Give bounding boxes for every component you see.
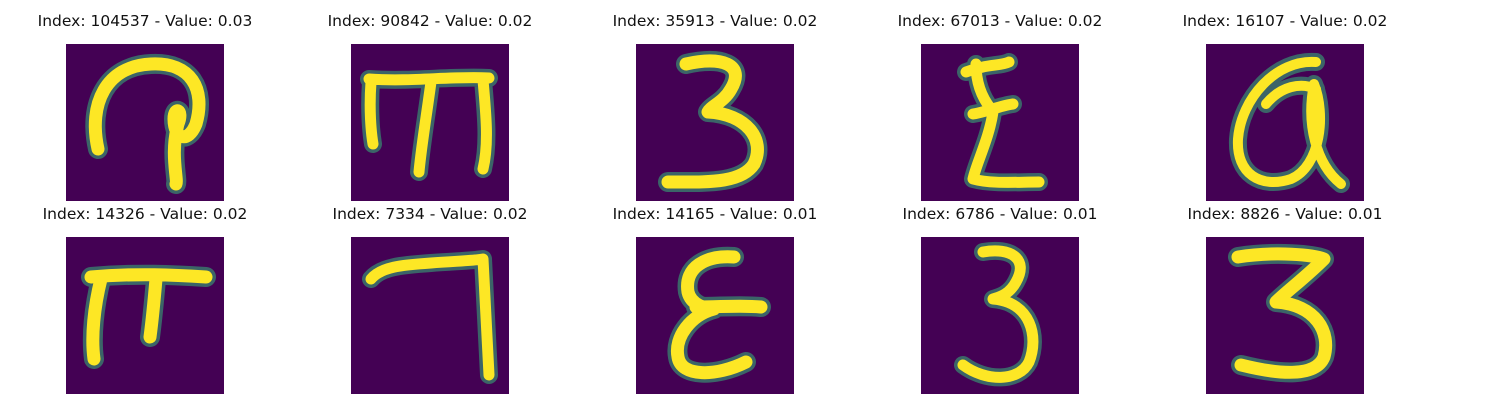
panel-1: Index: 104537 - Value: 0.03 [0, 10, 290, 201]
panel-5: Index: 16107 - Value: 0.02 [1140, 10, 1430, 201]
panel-title: Index: 14165 - Value: 0.01 [612, 205, 818, 223]
panel-title: Index: 14326 - Value: 0.02 [42, 205, 248, 223]
panel-3: Index: 35913 - Value: 0.02 [570, 10, 860, 201]
panel-title: Index: 90842 - Value: 0.02 [327, 12, 533, 30]
glyph-image-three [1206, 237, 1364, 394]
glyph-image-three [921, 237, 1079, 394]
glyph-image-m-shape [351, 44, 509, 201]
panel-4: Index: 67013 - Value: 0.02 [855, 10, 1145, 201]
glyph-image-three [636, 44, 794, 201]
panel-title: Index: 16107 - Value: 0.02 [1182, 12, 1388, 30]
panel-title: Index: 35913 - Value: 0.02 [612, 12, 818, 30]
panel-2: Index: 90842 - Value: 0.02 [285, 10, 575, 201]
panel-9: Index: 6786 - Value: 0.01 [855, 203, 1145, 394]
glyph-image-looped-hook [66, 44, 224, 201]
glyph-image-z-shape [921, 44, 1079, 201]
panel-10: Index: 8826 - Value: 0.01 [1140, 203, 1430, 394]
panel-title: Index: 6786 - Value: 0.01 [902, 205, 1098, 223]
panel-7: Index: 7334 - Value: 0.02 [285, 203, 575, 394]
panel-6: Index: 14326 - Value: 0.02 [0, 203, 290, 394]
glyph-image-seven-corner [351, 237, 509, 394]
glyph-image-epsilon [636, 237, 794, 394]
glyph-image-pi-shape [66, 237, 224, 394]
panel-8: Index: 14165 - Value: 0.01 [570, 203, 860, 394]
panel-title: Index: 8826 - Value: 0.01 [1187, 205, 1383, 223]
glyph-image-alpha-loop [1206, 44, 1364, 201]
panel-title: Index: 7334 - Value: 0.02 [332, 205, 528, 223]
panel-title: Index: 67013 - Value: 0.02 [897, 12, 1103, 30]
panel-title: Index: 104537 - Value: 0.03 [37, 12, 253, 30]
